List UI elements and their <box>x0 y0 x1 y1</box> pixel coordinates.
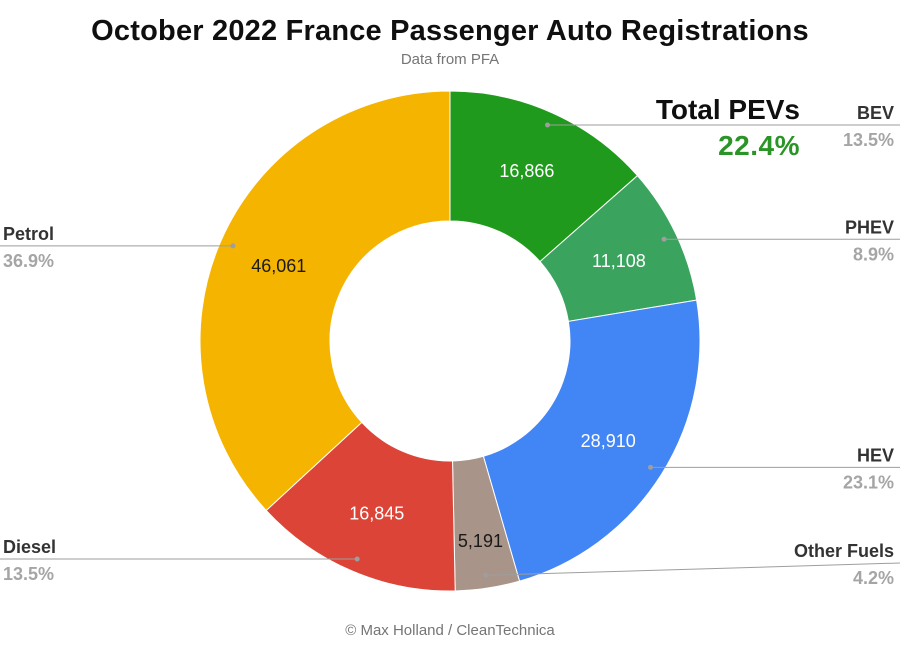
callout-name-petrol: Petrol <box>3 224 54 244</box>
donut-slices <box>199 90 701 592</box>
callout-dot-diesel <box>354 556 360 562</box>
callout-dot-phev <box>661 236 667 242</box>
credit-line: © Max Holland / CleanTechnica <box>345 622 555 639</box>
callout-name-diesel: Diesel <box>3 537 56 557</box>
callout-name-other-fuels: Other Fuels <box>794 541 894 561</box>
callout-dot-other-fuels <box>483 572 489 578</box>
slice-value-diesel: 16,845 <box>349 503 404 523</box>
callout-name-phev: PHEV <box>845 217 894 237</box>
callout-percent-hev: 23.1% <box>843 472 894 492</box>
chart-title: October 2022 France Passenger Auto Regis… <box>91 15 809 47</box>
slice-diesel <box>265 421 456 592</box>
slice-value-hev: 28,910 <box>581 431 636 451</box>
callout-name-hev: HEV <box>857 445 894 465</box>
slice-value-bev: 16,866 <box>499 161 554 181</box>
callout-name-bev: BEV <box>857 103 894 123</box>
chart-subtitle: Data from PFA <box>400 51 500 68</box>
callout-percent-diesel: 13.5% <box>3 564 54 584</box>
slice-petrol <box>199 90 451 512</box>
chart-labels: 16,866 BEV 13.5% 11,108 PHEV 8.9% 28,910 HEV 23.… <box>3 103 894 588</box>
callout-dot-hev <box>648 464 654 470</box>
total-pevs-annotation: Total PEVs 22.4% <box>656 96 800 160</box>
callout-percent-bev: 13.5% <box>843 130 894 150</box>
callout-dot-bev <box>544 122 550 128</box>
callout-percent-phev: 8.9% <box>853 244 894 264</box>
callout-percent-other-fuels: 4.2% <box>853 568 894 588</box>
slice-bev <box>449 90 639 263</box>
slice-value-phev: 11,108 <box>592 251 646 271</box>
callout-lines <box>0 122 900 578</box>
callout-percent-petrol: 36.9% <box>3 251 54 271</box>
callout-dot-petrol <box>230 243 236 249</box>
slice-value-other-fuels: 5,191 <box>458 531 503 551</box>
callout-line-other-fuels <box>485 562 900 576</box>
slice-value-petrol: 46,061 <box>251 256 306 276</box>
slice-hev <box>482 299 701 582</box>
total-pevs-value: 22.4% <box>718 130 800 161</box>
total-pevs-label: Total PEVs <box>655 94 800 125</box>
